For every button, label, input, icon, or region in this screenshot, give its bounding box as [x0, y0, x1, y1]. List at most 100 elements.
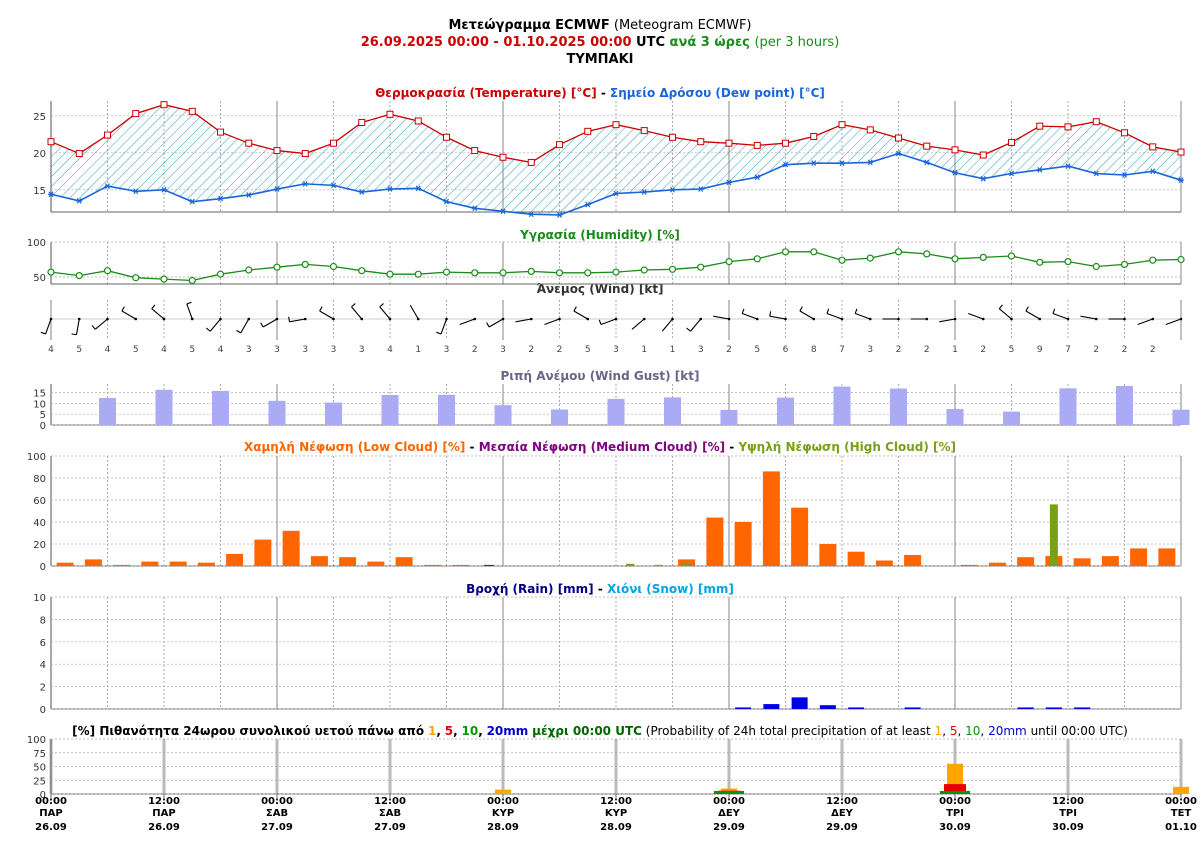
wind-barb-base: [699, 317, 703, 321]
wind-barb-staff: [1025, 310, 1041, 320]
wind-barb: [741, 308, 759, 321]
wind-barb-flag: [573, 306, 577, 312]
wind-barb-base: [106, 317, 109, 321]
wind-barb: [854, 308, 872, 321]
low-cloud-bar: [1017, 557, 1035, 566]
wind-barb-staff: [631, 318, 645, 330]
temperature-point: [640, 127, 648, 135]
prob-en-threshold-20: 20mm: [988, 724, 1027, 738]
wind-speed-label: 1: [641, 345, 647, 355]
wind-barb-staff: [515, 318, 532, 323]
humidity-point: [1149, 256, 1157, 264]
dewpoint-point: [754, 174, 761, 181]
y-tick-label: 80: [33, 474, 46, 485]
temperature-point: [471, 147, 479, 155]
temperature-point: [782, 139, 789, 147]
wind-barb-staff: [1137, 318, 1153, 325]
wind-gust-bar: [551, 409, 568, 425]
dewpoint-point: [387, 186, 393, 192]
wind-speed-label: 4: [161, 345, 167, 355]
low-cloud-bar: [56, 562, 74, 566]
time-label: 12:00: [600, 796, 632, 807]
humidity-point: [640, 266, 648, 274]
dewpoint-point-stroke: [387, 186, 393, 192]
humidity-point: [75, 272, 83, 280]
wind-speed-label: 4: [105, 345, 111, 355]
snow-title: Χιόνι (Snow) [mm]: [607, 582, 734, 596]
dewpoint-point: [104, 183, 111, 189]
high-cloud-bar: [1049, 504, 1058, 566]
dewpoint-point-stroke: [500, 208, 506, 215]
wind-speed-label: 2: [1093, 345, 1099, 355]
low-cloud-bar: [819, 544, 837, 566]
wind-barb-base: [303, 317, 307, 321]
wind-barb: [573, 306, 590, 321]
wind-barb: [236, 317, 251, 334]
low-cloud-bar: [310, 556, 328, 566]
wind-speed-label: 3: [246, 345, 252, 355]
humidity-point: [273, 263, 281, 271]
humidity-point: [612, 268, 620, 276]
low-cloud-bar: [875, 560, 893, 566]
wind-barb-flag: [826, 308, 830, 314]
humidity-point: [668, 265, 677, 273]
wind-gust-bar: [381, 395, 399, 425]
dewpoint-point-stroke: [415, 185, 421, 192]
prob-until-english: until 00:00 UTC): [1030, 724, 1128, 738]
temperature-point: [725, 139, 733, 147]
wind-speed-label: 4: [48, 345, 54, 355]
low-cloud-bar: [734, 522, 752, 566]
y-tick-label: 25: [33, 776, 46, 787]
low-cloud-bar: [254, 539, 272, 566]
time-label: 00:00: [35, 796, 67, 807]
wind-barb-staff: [600, 318, 617, 325]
wind-barb: [882, 317, 900, 321]
wind-barb-staff: [1080, 315, 1097, 320]
cloud-panel-title: Χαμηλή Νέφωση (Low Cloud) [%] - Μεσαία Ν…: [0, 440, 1200, 454]
dewpoint-title: Σημείο Δρόσου (Dew point) [°C]: [610, 86, 825, 100]
rain-bar: [1017, 707, 1034, 709]
low-cloud-title: Χαμηλή Νέφωση (Low Cloud) [%]: [243, 440, 466, 454]
wind-barb-base: [1094, 317, 1098, 321]
wind-barb-flag: [741, 308, 745, 314]
prob-threshold-20: 20mm: [486, 724, 529, 738]
y-tick-label: 75: [33, 749, 46, 760]
wind-barb-base: [784, 317, 787, 321]
temperature-point: [358, 118, 366, 126]
high-cloud-bar: [682, 562, 691, 566]
wind-speed-label: 7: [1065, 345, 1071, 355]
dewpoint-point-stroke: [48, 191, 54, 198]
temperature-point: [330, 139, 337, 147]
wind-speed-label: 3: [302, 345, 308, 355]
date-label: 28.09: [600, 822, 632, 833]
wind-speed-label: 3: [331, 345, 337, 355]
y-tick-label: 0: [40, 562, 46, 573]
y-tick-label: 0: [40, 790, 46, 801]
dewpoint-point-stroke: [246, 192, 252, 198]
wind-barb-base: [614, 317, 618, 321]
dewpoint-point-stroke: [1178, 177, 1184, 184]
humidity-point: [188, 276, 196, 285]
wind-barb-flag: [236, 329, 242, 334]
wind-barb-staff: [319, 310, 334, 320]
humidity-point: [160, 275, 168, 283]
dewpoint-point: [274, 186, 280, 192]
wind-gust-bar: [325, 402, 342, 425]
dewpoint-point-stroke: [1122, 172, 1127, 178]
wind-barb-base: [162, 317, 166, 321]
prob-comma-2: ,: [453, 724, 458, 738]
wind-barb: [968, 313, 985, 321]
time-label: 12:00: [148, 796, 180, 807]
y-tick-label: 50: [33, 273, 46, 284]
dewpoint-point-stroke: [444, 198, 449, 205]
dewpoint-point-stroke: [161, 186, 167, 193]
time-label: 00:00: [1165, 796, 1197, 807]
humidity-point: [781, 248, 790, 256]
day-label: ΚΥΡ: [605, 808, 627, 819]
wind-barb: [409, 304, 420, 321]
wind-barb-flag: [1052, 308, 1056, 314]
wind-barb-base: [388, 317, 392, 321]
wind-barb: [91, 317, 109, 330]
low-cloud-bar: [960, 564, 978, 566]
time-label: 12:00: [374, 796, 406, 807]
